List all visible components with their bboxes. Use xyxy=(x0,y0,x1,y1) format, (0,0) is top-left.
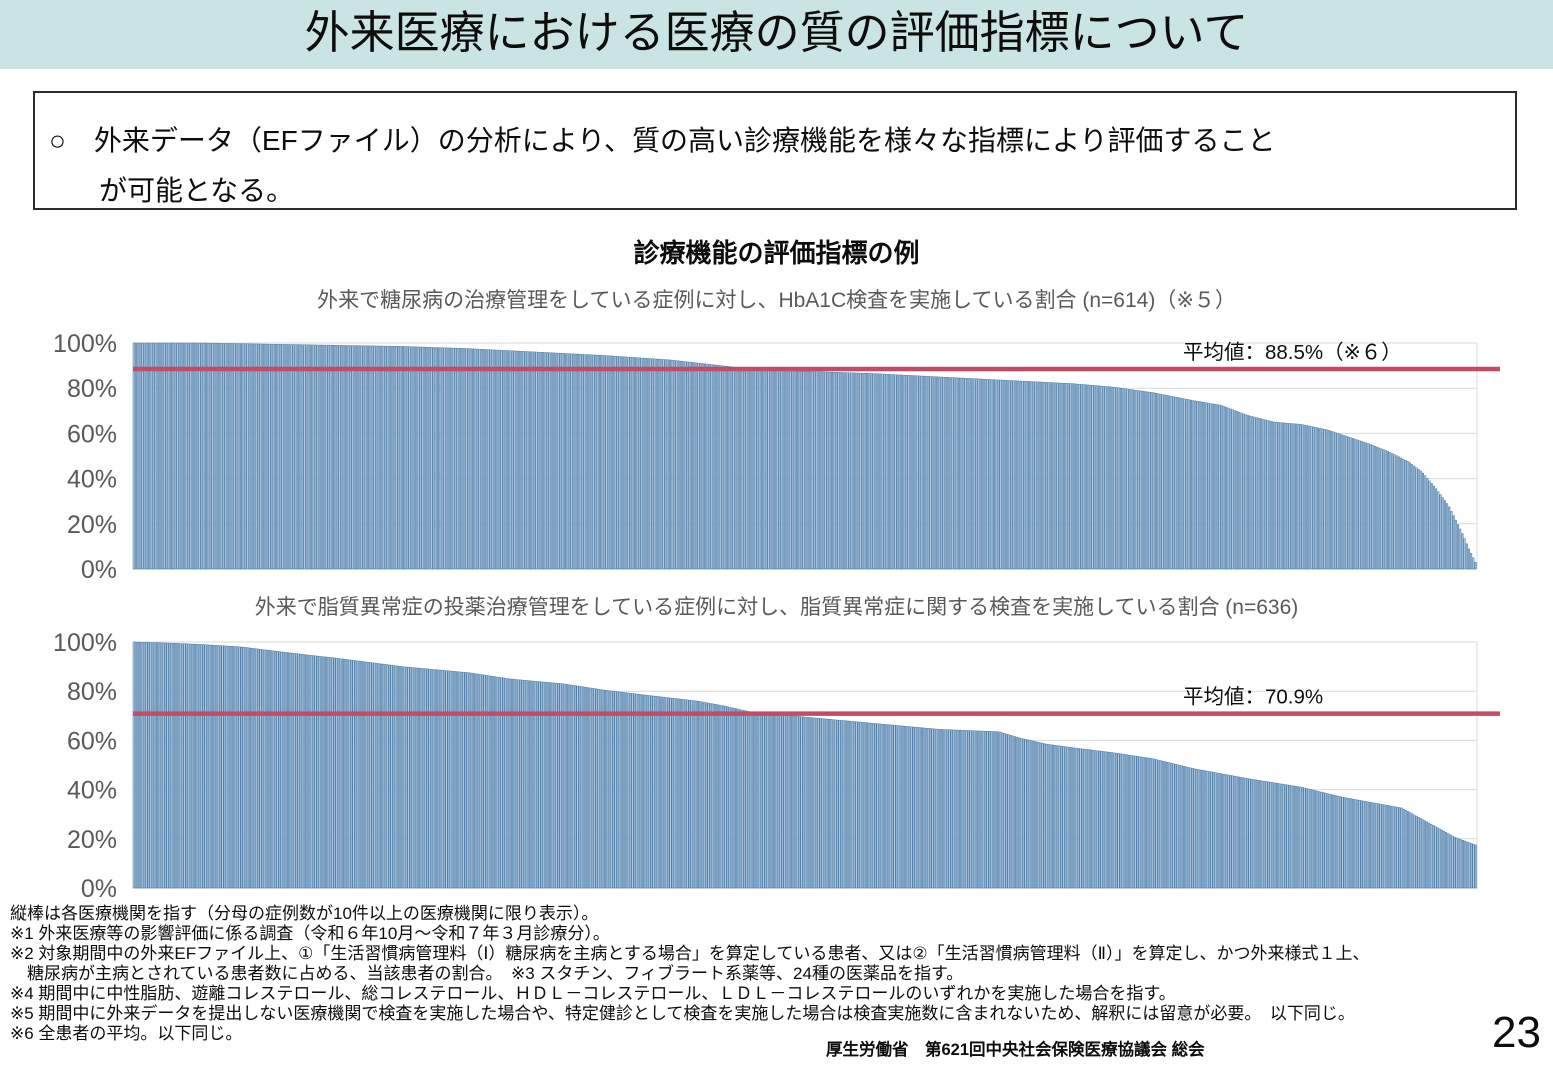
y-tick-label: 0% xyxy=(81,875,117,903)
page-title: 外来医療における医療の質の評価指標について xyxy=(304,7,1249,58)
y-tick-label: 60% xyxy=(67,727,117,755)
footnotes: 縦棒は各医療機関を指す（分母の症例数が10件以上の医療機関に限り表示）。 ※1 … xyxy=(10,904,1546,1044)
footnote-line: 糖尿病が主病とされている患者数に占める、当該患者の割合。 ※3 スタチン、フィブ… xyxy=(10,964,964,983)
y-tick-label: 100% xyxy=(53,330,117,358)
statement-line-1: ○ 外来データ（EFファイル）の分析により、質の高い診療機能を様々な指標により評… xyxy=(49,125,1276,156)
y-tick-label: 80% xyxy=(67,375,117,403)
mean-value-label: 平均値：70.9% xyxy=(1183,686,1323,709)
y-tick-label: 20% xyxy=(67,511,117,539)
footnote-line: ※5 期間中に外来データを提出しない医療機関で検査を実施した場合や、特定健診とし… xyxy=(10,1004,1355,1023)
lipid-chart-svg: 100% 80% 60% 40% 20% 0% 平均値：70.9% xyxy=(53,629,1500,903)
section-title: 診療機能の評価指標の例 xyxy=(633,238,920,268)
hba1c-chart: 100% 80% 60% 40% 20% 0% 平均値：88.5%（※６） xyxy=(0,327,1553,585)
footnote-line: ※4 期間中に中性脂肪、遊離コレステロール、総コレステロール、ＨＤＬ－コレステロ… xyxy=(10,984,1176,1003)
lipid-chart-subtitle: 外来で脂質異常症の投薬治療管理をしている症例に対し、脂質異常症に関する検査を実施… xyxy=(254,596,1299,619)
key-statement-box: ○ 外来データ（EFファイル）の分析により、質の高い診療機能を様々な指標により評… xyxy=(33,91,1517,210)
statement-line-2: が可能となる。 xyxy=(99,175,295,206)
page-number: 23 xyxy=(1492,1008,1541,1057)
lipid-chart: 100% 80% 60% 40% 20% 0% 平均値：70.9% xyxy=(0,626,1553,904)
y-tick-label: 40% xyxy=(67,466,117,494)
y-tick-label: 40% xyxy=(67,777,117,805)
footnote-line: 縦棒は各医療機関を指す（分母の症例数が10件以上の医療機関に限り表示）。 xyxy=(10,904,599,923)
hba1c-chart-svg: 100% 80% 60% 40% 20% 0% 平均値：88.5%（※６） xyxy=(53,330,1500,584)
y-tick-label: 60% xyxy=(67,420,117,448)
y-tick-label: 80% xyxy=(67,678,117,706)
y-tick-label: 20% xyxy=(67,826,117,854)
y-axis-ticks: 100% 80% 60% 40% 20% 0% xyxy=(53,629,117,903)
footnote-line: ※6 全患者の平均。以下同じ。 xyxy=(10,1024,243,1043)
y-tick-label: 0% xyxy=(81,556,117,584)
footnote-line: ※2 対象期間中の外来EFファイル上、①「生活習慣病管理料（Ⅰ）糖尿病を主病とす… xyxy=(10,944,1370,963)
y-tick-label: 100% xyxy=(53,629,117,657)
title-banner: 外来医療における医療の質の評価指標について xyxy=(0,0,1553,69)
footnote-line: ※1 外来医療等の影響評価に係る調査（令和６年10月～令和７年３月診療分）。 xyxy=(10,924,610,943)
source-attribution: 厚生労働省 第621回中央社会保険医療協議会 総会 xyxy=(826,1041,1205,1059)
bars xyxy=(132,641,1477,889)
y-axis-ticks: 100% 80% 60% 40% 20% 0% xyxy=(53,330,117,584)
mean-value-label: 平均値：88.5%（※６） xyxy=(1183,341,1402,364)
bars xyxy=(132,342,1477,570)
hba1c-chart-subtitle: 外来で糖尿病の治療管理をしている症例に対し、HbA1C検査を実施している割合 (… xyxy=(317,289,1236,312)
